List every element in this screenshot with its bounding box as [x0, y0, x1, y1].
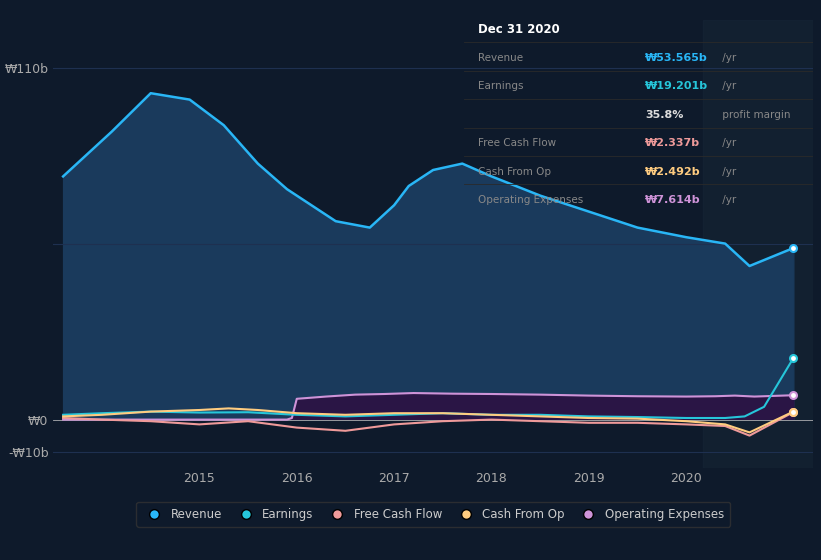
Text: ₩53.565b: ₩53.565b	[645, 53, 708, 63]
Text: ₩2.337b: ₩2.337b	[645, 138, 700, 148]
Text: /yr: /yr	[718, 195, 736, 205]
Bar	[703, 20, 813, 468]
Text: Cash From Op: Cash From Op	[478, 167, 551, 176]
Text: ₩7.614b: ₩7.614b	[645, 195, 701, 205]
Legend: Revenue, Earnings, Free Cash Flow, Cash From Op, Operating Expenses: Revenue, Earnings, Free Cash Flow, Cash …	[136, 502, 730, 526]
Text: ₩19.201b: ₩19.201b	[645, 81, 709, 91]
Text: /yr: /yr	[718, 81, 736, 91]
Text: Earnings: Earnings	[478, 81, 523, 91]
Text: Free Cash Flow: Free Cash Flow	[478, 138, 556, 148]
Text: ₩2.492b: ₩2.492b	[645, 167, 701, 176]
Text: Operating Expenses: Operating Expenses	[478, 195, 583, 205]
Text: /yr: /yr	[718, 53, 736, 63]
Text: /yr: /yr	[718, 167, 736, 176]
Text: Revenue: Revenue	[478, 53, 523, 63]
Text: profit margin: profit margin	[718, 110, 790, 120]
Text: Dec 31 2020: Dec 31 2020	[478, 23, 560, 36]
Text: 35.8%: 35.8%	[645, 110, 684, 120]
Text: /yr: /yr	[718, 138, 736, 148]
